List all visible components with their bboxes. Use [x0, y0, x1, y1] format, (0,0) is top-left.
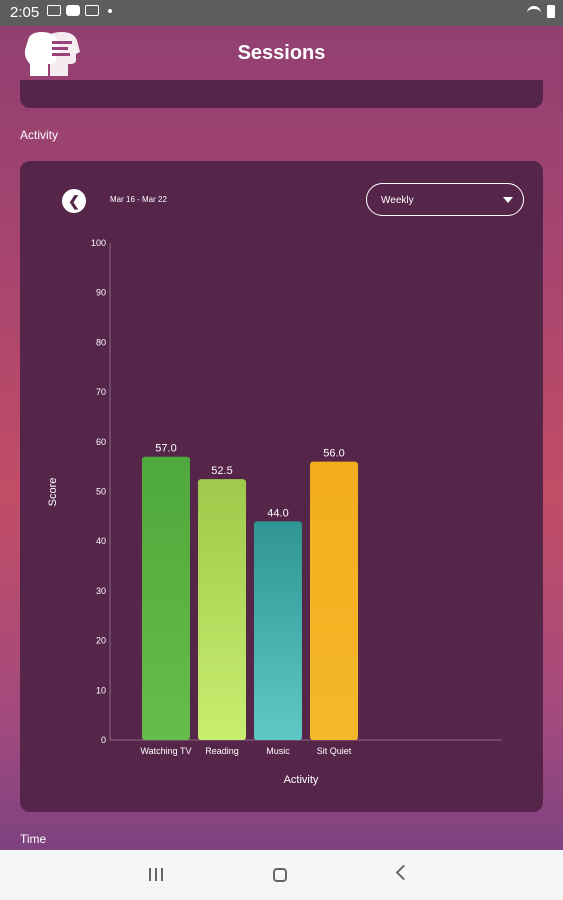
bar-value-label: 52.5	[211, 465, 232, 477]
x-tick-label: Reading	[205, 746, 239, 756]
y-tick-label: 80	[96, 337, 106, 347]
back-button[interactable]	[395, 864, 412, 881]
summary-card	[20, 80, 543, 108]
bar-value-label: 56.0	[323, 448, 344, 460]
system-icons	[527, 5, 555, 18]
chevron-left-icon: ❮	[68, 192, 80, 209]
bar-value-label: 44.0	[267, 507, 288, 519]
activity-section-label: Activity	[20, 128, 59, 142]
bar-reading	[198, 479, 246, 740]
y-tick-labels: 0 10 20 30 40 50 60 70 80 90 100	[91, 238, 106, 745]
status-bar: 2:05	[0, 0, 563, 26]
status-time: 2:05	[10, 4, 40, 21]
home-button[interactable]	[273, 868, 287, 882]
bar-value-label: 57.0	[155, 443, 176, 455]
y-tick-label: 70	[96, 387, 106, 397]
x-axis-title: Activity	[284, 774, 319, 786]
recent-apps-button[interactable]	[149, 868, 163, 881]
mail-icon	[85, 5, 99, 16]
y-axis-title: Score	[47, 478, 59, 507]
y-tick-label: 30	[96, 586, 106, 596]
bar-music	[254, 521, 302, 740]
chevron-down-icon	[503, 197, 513, 203]
page-title: Sessions	[237, 42, 326, 64]
x-tick-label: Music	[266, 746, 290, 756]
y-tick-label: 20	[96, 636, 106, 646]
gallery-icon	[47, 5, 61, 16]
x-tick-labels: Watching TV Reading Music Sit Quiet	[140, 746, 351, 756]
date-range: Mar 16 - Mar 22	[110, 195, 167, 204]
previous-period-button[interactable]: ❮	[62, 189, 86, 213]
bar-watching-tv	[142, 456, 190, 740]
x-tick-label: Watching TV	[140, 746, 191, 756]
notification-icons	[47, 5, 112, 16]
y-tick-label: 40	[96, 536, 106, 546]
y-tick-label: 90	[96, 288, 106, 298]
app-logo-icon	[24, 32, 80, 76]
more-notifications-icon	[108, 8, 112, 13]
data-labels: 57.0 52.5 44.0 56.0	[155, 443, 344, 520]
period-dropdown-value: Weekly	[381, 195, 414, 206]
y-tick-label: 50	[96, 487, 106, 497]
y-tick-label: 60	[96, 437, 106, 447]
y-tick-label: 0	[101, 735, 106, 745]
bars	[142, 456, 358, 740]
y-tick-label: 10	[96, 685, 106, 695]
wifi-icon	[527, 6, 541, 17]
youtube-icon	[66, 5, 80, 16]
android-nav-bar	[0, 850, 563, 900]
bar-sit-quiet	[310, 461, 358, 740]
x-tick-label: Sit Quiet	[317, 746, 352, 756]
battery-icon	[547, 5, 555, 18]
y-tick-label: 100	[91, 238, 106, 248]
period-dropdown[interactable]: Weekly	[366, 183, 524, 216]
activity-chart-card: ❮ Mar 16 - Mar 22 Weekly 0 10 20 30 40 50 60 70…	[20, 161, 543, 812]
time-section-label: Time	[20, 832, 47, 846]
